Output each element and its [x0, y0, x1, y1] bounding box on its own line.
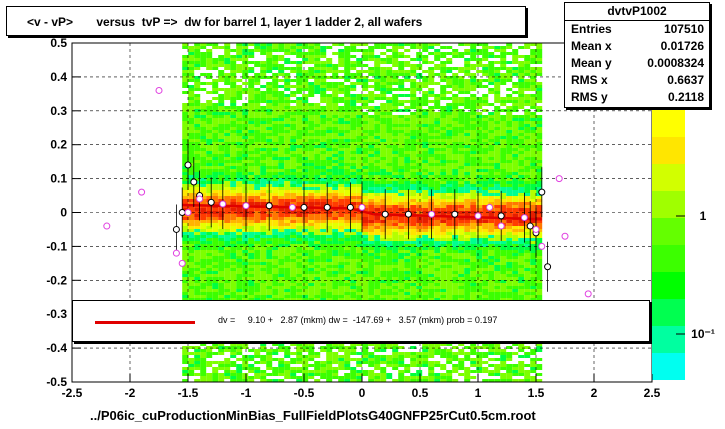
x-tick-label: -2.5: [62, 386, 83, 400]
colorbar-cell: [652, 353, 685, 380]
profile-black-point: [451, 210, 459, 218]
profile-black-point: [497, 212, 505, 220]
y-tick-label: -0.4: [46, 341, 67, 355]
profile-black-point: [172, 225, 180, 233]
colorbar-cell: [652, 299, 685, 326]
y-tick-label: 0.2: [50, 138, 67, 152]
profile-black-point: [544, 263, 552, 271]
y-tick-label: 0.5: [50, 36, 67, 50]
x-axis-title: ../P06ic_cuProductionMinBias_FullFieldPl…: [90, 408, 536, 423]
profile-magenta-point: [242, 202, 250, 210]
profile-magenta-point: [497, 222, 505, 230]
profile-black-point: [526, 222, 534, 230]
stats-row-entries: Entries 107510: [571, 22, 704, 36]
stats-row-mean-x: Mean x 0.01726: [571, 39, 704, 53]
profile-magenta-point: [184, 209, 192, 216]
profile-points: [103, 86, 592, 298]
colorbar-label: 10⁻¹: [691, 327, 715, 341]
colorbar-cell: [652, 137, 685, 164]
legend-line: [95, 321, 195, 324]
profile-black-point: [404, 210, 412, 218]
colorbar-cell: [652, 326, 685, 353]
colorbar-label: 1: [700, 209, 707, 223]
colorbar-cell: [652, 245, 685, 272]
stats-name: dvtvP1002: [565, 3, 709, 21]
colorbar-cell: [652, 191, 685, 218]
profile-black-point: [184, 161, 192, 169]
stats-row-rms-x: RMS x 0.6637: [571, 73, 704, 87]
x-tick-label: -2: [125, 386, 136, 400]
profile-black-point: [178, 209, 186, 216]
profile-black-point: [190, 178, 198, 186]
profile-magenta-point: [288, 203, 296, 211]
colorbar-cell: [652, 164, 685, 191]
y-tick-label: -0.5: [46, 375, 67, 389]
x-tick-label: 2: [591, 386, 598, 400]
y-tick-label: -0.1: [46, 239, 67, 253]
x-tick-label: -1: [241, 386, 252, 400]
stats-row-mean-y: Mean y 0.0008324: [571, 56, 704, 70]
profile-magenta-point: [172, 249, 180, 257]
profile-magenta-point: [428, 210, 436, 218]
profile-magenta-point: [196, 195, 204, 203]
y-tick-label: -0.3: [46, 307, 67, 321]
profile-black-point: [346, 203, 354, 211]
y-tick-label: 0: [60, 206, 67, 220]
fit-legend: dv = 9.10 + 2.87 (mkm) dw = -147.69 + 3.…: [72, 300, 650, 342]
profile-magenta-point: [178, 259, 186, 267]
profile-magenta-point: [358, 203, 366, 211]
x-tick-label: -1.5: [178, 386, 199, 400]
profile-magenta-point: [155, 86, 163, 94]
stats-box: dvtvP1002 Entries 107510 Mean x 0.01726 Me…: [564, 2, 710, 108]
x-tick-label: 0: [359, 386, 366, 400]
profile-magenta-point: [219, 200, 227, 208]
plot-title: <v - vP> versus tvP => dw for barrel 1, …: [6, 6, 526, 36]
profile-magenta-point: [103, 222, 111, 230]
legend-text: dv = 9.10 + 2.87 (mkm) dw = -147.69 + 3.…: [218, 315, 498, 325]
x-tick-label: 0.5: [412, 386, 429, 400]
profile-magenta-point: [561, 232, 569, 240]
fit-segment: [373, 212, 542, 221]
y-tick-label: -0.2: [46, 273, 67, 287]
profile-black-point: [300, 203, 308, 211]
y-tick-label: 0.3: [50, 104, 67, 118]
axis-ticks: -2.5 -2 -1.5 -1 -0.5 0 0.5 1 1.5 2 2.5 -0.5 -0.4 -0.3…: [46, 36, 660, 400]
profile-magenta-point: [520, 214, 528, 222]
colorbar-cell: [652, 110, 685, 137]
profile-magenta-point: [138, 188, 146, 196]
profile-black-point: [207, 198, 215, 206]
colorbar: 1 10⁻¹: [652, 110, 715, 380]
profile-magenta-point: [584, 290, 592, 298]
y-tick-label: 0.4: [50, 70, 67, 84]
colorbar-cell: [652, 218, 685, 245]
profile-black-point: [323, 203, 331, 211]
y-tick-label: 0.1: [50, 172, 67, 186]
profile-magenta-point: [555, 175, 563, 183]
x-tick-label: -0.5: [294, 386, 315, 400]
x-tick-label: 2.5: [644, 386, 661, 400]
profile-black-point: [265, 202, 273, 210]
profile-magenta-point: [538, 242, 546, 250]
profile-black-point: [381, 210, 389, 218]
colorbar-cell: [652, 272, 685, 299]
stats-row-rms-y: RMS y 0.2118: [571, 90, 704, 104]
x-tick-label: 1: [475, 386, 482, 400]
profile-magenta-point: [532, 225, 540, 233]
x-tick-label: 1.5: [528, 386, 545, 400]
profile-black-point: [538, 188, 546, 196]
profile-magenta-point: [486, 203, 494, 211]
profile-magenta-point: [474, 212, 482, 220]
